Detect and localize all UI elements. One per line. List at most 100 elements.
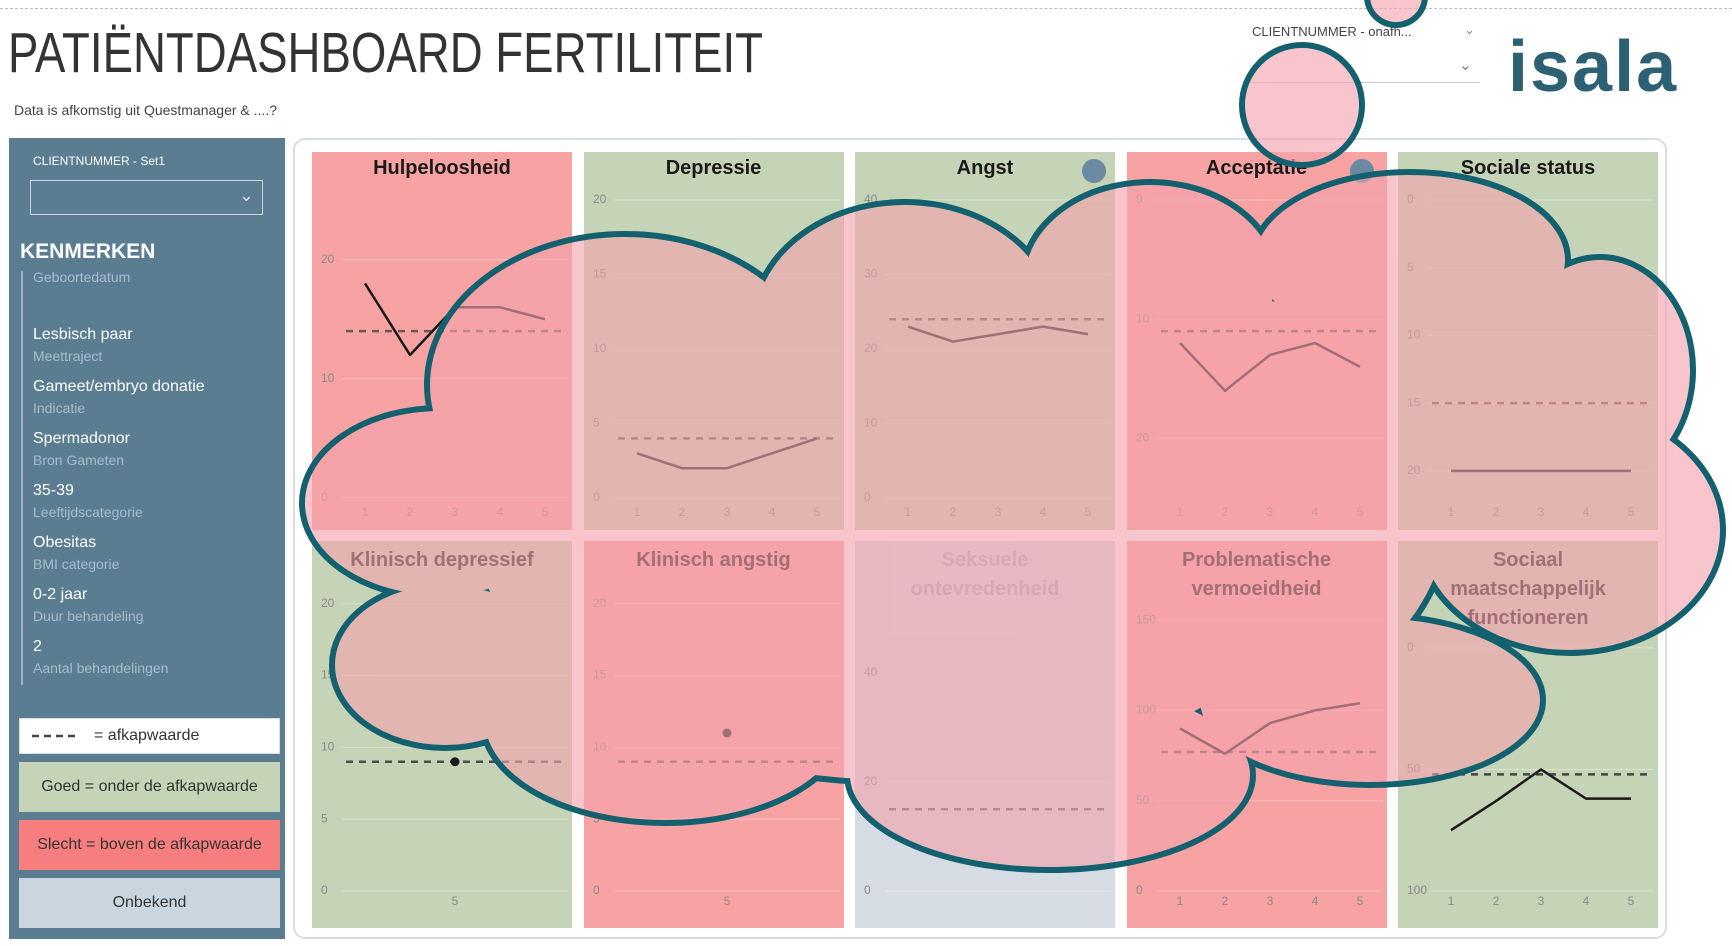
legend-bad-text: Slecht = boven de afkapwaarde xyxy=(37,836,262,854)
x-tick-label: 5 xyxy=(813,505,820,519)
y-tick-label: 10 xyxy=(321,371,335,385)
x-tick-label: 2 xyxy=(678,505,685,519)
y-tick-label: 0 xyxy=(1136,883,1143,897)
x-tick-label: 5 xyxy=(1085,505,1092,519)
y-tick-label: 0 xyxy=(593,490,600,504)
legend-threshold-text: = afkapwaarde xyxy=(94,727,199,745)
data-point xyxy=(451,757,460,766)
data-line xyxy=(1451,769,1631,830)
x-tick-label: 4 xyxy=(1040,505,1047,519)
y-tick-label: 0 xyxy=(321,883,328,897)
x-tick-label: 3 xyxy=(995,505,1002,519)
y-tick-label: 20 xyxy=(1136,431,1150,445)
sidebar-filter-label: CLIENTNUMMER - Set1 xyxy=(33,154,165,168)
y-tick-label: 5 xyxy=(593,416,600,430)
legend-unknown: Onbekend xyxy=(19,878,280,928)
data-line xyxy=(1180,343,1360,391)
top-border xyxy=(0,8,1732,9)
item-value: Lesbisch paar xyxy=(33,326,133,344)
x-tick-label: 1 xyxy=(1448,894,1455,908)
data-line xyxy=(365,283,545,355)
y-tick-label: 0 xyxy=(1136,192,1143,206)
x-tick-label: 2 xyxy=(1493,505,1500,519)
dashboard: PATIËNTDASHBOARD FERTILITEIT Data is afk… xyxy=(0,0,1732,946)
item-label: Leeftijdscategorie xyxy=(33,504,143,520)
y-tick-label: 0 xyxy=(593,883,600,897)
y-tick-label: 20 xyxy=(593,192,607,206)
y-tick-label: 5 xyxy=(593,811,600,825)
x-tick-label: 5 xyxy=(1628,505,1635,519)
logo: isala xyxy=(1508,26,1678,108)
page-title: PATIËNTDASHBOARD FERTILITEIT xyxy=(8,20,763,86)
y-tick-label: 20 xyxy=(593,596,607,610)
y-tick-label: 5 xyxy=(1407,260,1414,274)
data-line xyxy=(637,438,817,468)
item-label: Indicatie xyxy=(33,400,85,416)
sidebar-rule xyxy=(21,271,23,685)
x-tick-label: 5 xyxy=(1628,894,1635,908)
x-tick-label: 2 xyxy=(1221,894,1228,908)
x-tick-label: 5 xyxy=(542,505,549,519)
y-tick-label: 10 xyxy=(593,341,607,355)
x-tick-label: 4 xyxy=(768,505,775,519)
legend-good: Goed = onder de afkapwaarde xyxy=(19,762,280,812)
x-tick-label: 2 xyxy=(407,505,414,519)
item-value: Gameet/embryo donatie xyxy=(33,378,205,396)
y-tick-label: 0 xyxy=(1407,192,1414,206)
y-tick-label: 50 xyxy=(1136,793,1150,807)
y-tick-label: 10 xyxy=(1136,311,1150,325)
client-filter-label: CLIENTNUMMER - onafh... xyxy=(1252,24,1412,39)
legend-good-text: Goed = onder de afkapwaarde xyxy=(41,778,258,796)
x-tick-label: 5 xyxy=(1356,894,1363,908)
x-tick-label: 4 xyxy=(1311,894,1318,908)
y-tick-label: 10 xyxy=(593,740,607,754)
x-tick-label: 3 xyxy=(1538,894,1545,908)
y-tick-label: 40 xyxy=(864,665,878,679)
item-value: 2 xyxy=(33,638,42,656)
y-tick-label: 20 xyxy=(321,596,335,610)
y-tick-label: 0 xyxy=(864,883,871,897)
x-tick-label: 2 xyxy=(950,505,957,519)
legend-bad: Slecht = boven de afkapwaarde xyxy=(19,820,280,870)
y-tick-label: 30 xyxy=(864,267,878,281)
item-value: Obesitas xyxy=(33,534,96,552)
x-tick-label: 5 xyxy=(723,894,730,908)
item-label: Geboortedatum xyxy=(33,269,130,285)
item-label: Bron Gameten xyxy=(33,452,124,468)
sidebar-heading: KENMERKEN xyxy=(20,240,155,264)
item-value: 35-39 xyxy=(33,482,74,500)
item-value: 0-2 jaar xyxy=(33,586,87,604)
item-label: Aantal behandelingen xyxy=(33,660,168,676)
x-tick-label: 2 xyxy=(1493,894,1500,908)
sidebar: CLIENTNUMMER - Set1 ⌄ KENMERKEN Geboorte… xyxy=(9,138,285,939)
y-tick-label: 40 xyxy=(864,192,878,206)
y-tick-label: 0 xyxy=(864,490,871,504)
client-filter-dropdown[interactable]: ⌄ xyxy=(1249,53,1480,83)
item-value: Spermadonor xyxy=(33,430,130,448)
page-subtitle: Data is afkomstig uit Questmanager & ...… xyxy=(14,102,277,118)
sidebar-dropdown[interactable]: ⌄ xyxy=(30,180,263,215)
x-tick-label: 4 xyxy=(1583,505,1590,519)
data-point xyxy=(722,729,731,738)
chevron[interactable]: ⌄ xyxy=(1464,22,1475,38)
x-tick-label: 4 xyxy=(1583,894,1590,908)
item-label: BMI categorie xyxy=(33,556,119,572)
y-tick-label: 10 xyxy=(321,740,335,754)
x-tick-label: 1 xyxy=(905,505,912,519)
y-tick-label: 150 xyxy=(1136,612,1156,626)
